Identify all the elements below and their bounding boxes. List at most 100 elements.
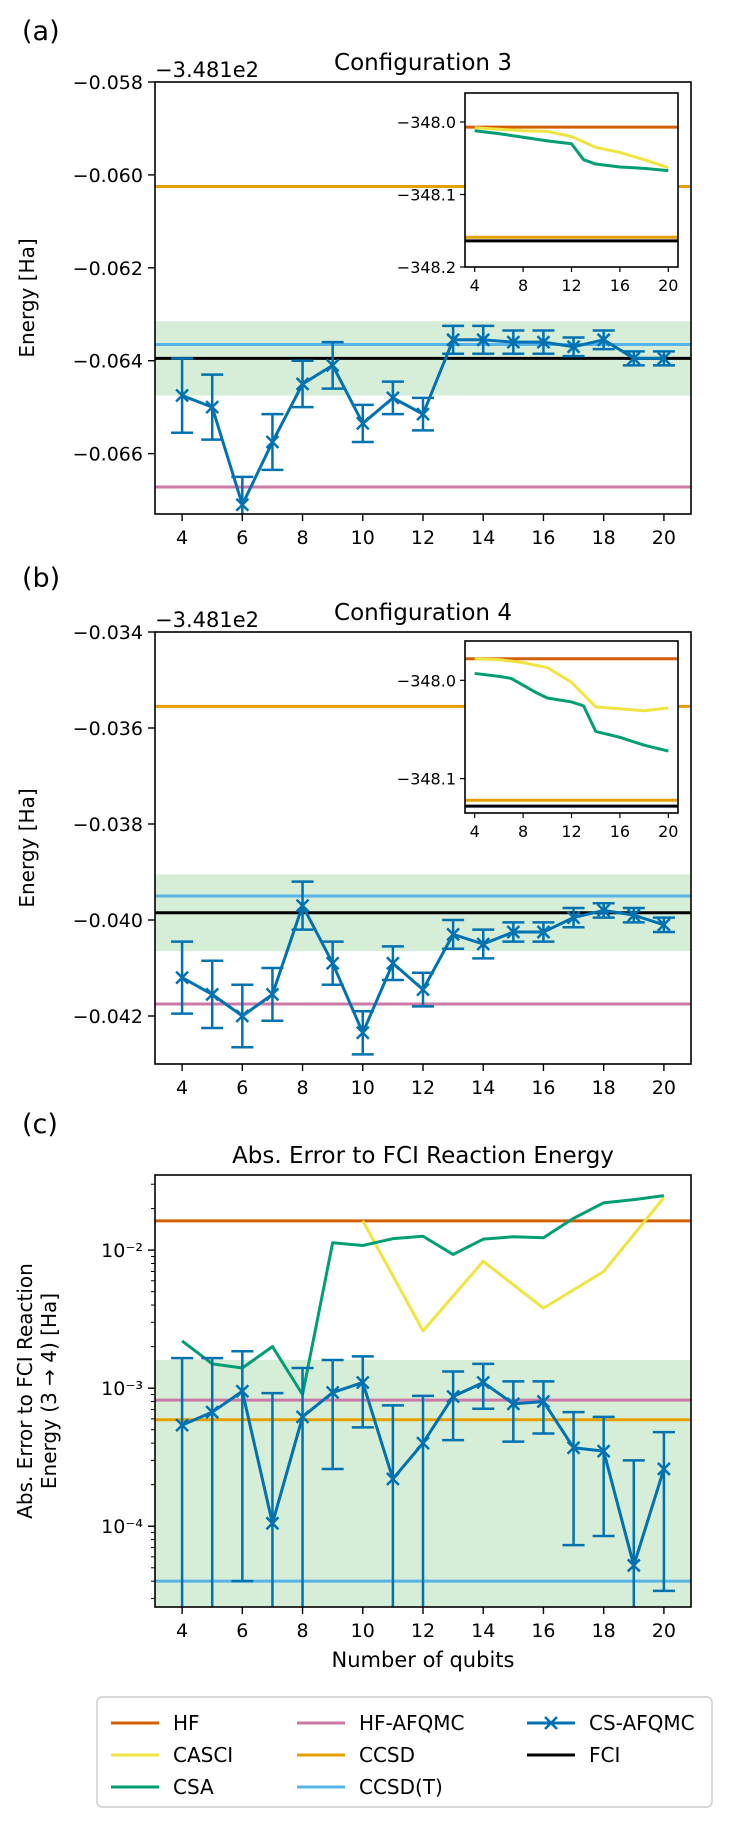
point-marker xyxy=(265,987,280,1002)
x-tick-label: 16 xyxy=(531,1077,555,1099)
panel-letter: (c) xyxy=(22,1109,58,1140)
cs-afqmc-point xyxy=(596,332,611,347)
point-marker xyxy=(355,416,370,431)
point-marker xyxy=(506,335,521,350)
cs-afqmc-point xyxy=(536,925,551,939)
inset-x-tick-label: 16 xyxy=(610,822,630,841)
series-casci-line xyxy=(361,1196,666,1333)
y-axis-label-line1: Abs. Error to FCI Reaction xyxy=(13,1263,37,1519)
legend: HF CASCI CSA HF-AFQMC CCSD CCSD(T) CS-AFQMC FCI xyxy=(96,1696,713,1808)
x-tick-label: 12 xyxy=(411,1077,435,1099)
y-tick-label: 10⁻² xyxy=(101,1240,143,1262)
legend-label: CCSD(T) xyxy=(359,1775,443,1799)
point-marker xyxy=(265,435,280,449)
cs-afqmc-point xyxy=(355,1375,370,1390)
point-marker xyxy=(175,1418,189,1433)
cs-afqmc-point xyxy=(416,982,430,997)
point-marker xyxy=(386,1472,400,1486)
cs-afqmc-point xyxy=(626,908,641,923)
point-marker xyxy=(205,1405,220,1420)
inset-series-casci-line xyxy=(474,126,669,170)
cs-afqmc-point xyxy=(355,416,370,431)
inset-series-csa-line xyxy=(474,129,669,173)
point-marker xyxy=(476,332,491,347)
x-tick-label: 12 xyxy=(411,527,435,549)
y-tick-label: −0.066 xyxy=(73,444,143,466)
point-marker xyxy=(265,1516,280,1531)
legend-item-fci: FCI xyxy=(527,1743,620,1767)
x-tick-label: 12 xyxy=(411,1620,435,1642)
point-marker xyxy=(355,1025,370,1040)
point-marker xyxy=(175,970,189,985)
inset-y-tick-label: −348.0 xyxy=(397,113,456,132)
x-tick-label: 10 xyxy=(351,527,375,549)
x-tick-label: 6 xyxy=(236,1077,248,1099)
panel-letter: (b) xyxy=(22,563,60,594)
cs-afqmc-point xyxy=(446,1389,460,1404)
point-marker xyxy=(657,1462,671,1476)
inset-x-tick-label: 12 xyxy=(561,822,581,841)
x-tick-label: 20 xyxy=(652,1620,676,1642)
x-tick-label: 4 xyxy=(176,1620,188,1642)
y-tick-label: −0.058 xyxy=(73,72,143,94)
inset-y-tick-label: −348.0 xyxy=(397,671,456,690)
x-tick-label: 18 xyxy=(592,1620,616,1642)
cs-afqmc-point xyxy=(325,1385,340,1400)
axis-offset-text: −3.481e2 xyxy=(155,58,259,82)
chart-title: Configuration 3 xyxy=(334,50,512,76)
cs-afqmc-point xyxy=(506,1396,521,1411)
point-marker xyxy=(416,407,430,422)
legend-item-cs-afqmc: CS-AFQMC xyxy=(527,1711,695,1735)
legend-label: CSA xyxy=(173,1775,214,1799)
point-marker xyxy=(295,377,310,391)
plot-area xyxy=(155,704,691,1056)
inset-y-tick-label: −348.1 xyxy=(397,770,456,789)
cs-afqmc-point xyxy=(476,937,491,951)
inset-x-tick-label: 8 xyxy=(518,276,528,295)
x-tick-label: 10 xyxy=(351,1077,375,1099)
panel-3: 4 6 8 10 12 14 16 18 20 10⁻⁴ 10⁻³ 10⁻² (c) Abs. Error… xyxy=(13,1109,692,1672)
inset-y-tick-label: −348.2 xyxy=(397,258,456,277)
legend-item-ccsdt: CCSD(T) xyxy=(297,1775,443,1799)
cs-afqmc-point xyxy=(235,1384,250,1399)
cs-afqmc-point xyxy=(476,1375,491,1390)
point-marker xyxy=(566,1440,581,1455)
cs-afqmc-point xyxy=(506,335,521,350)
legend-item-hf-afqmc: HF-AFQMC xyxy=(297,1711,464,1735)
point-marker xyxy=(416,982,430,997)
x-tick-label: 20 xyxy=(652,527,676,549)
point-marker xyxy=(235,1009,250,1023)
cs-afqmc-point xyxy=(175,388,189,403)
inset-x-tick-label: 16 xyxy=(610,276,630,295)
point-marker xyxy=(596,1444,611,1459)
y-axis-label: Energy [Ha] xyxy=(15,788,39,907)
inset-1: 4 8 12 16 20 −348.0 −348.1 −348.2 xyxy=(397,92,679,295)
inset-series-casci-line xyxy=(474,657,669,713)
point-marker xyxy=(506,925,521,939)
cs-afqmc-point xyxy=(325,956,340,971)
cs-afqmc-point xyxy=(295,1409,310,1424)
point-marker xyxy=(596,332,611,347)
legend-item-csa: CSA xyxy=(111,1775,214,1799)
point-marker xyxy=(476,1375,491,1390)
point-marker xyxy=(355,1375,370,1390)
point-marker xyxy=(626,908,641,923)
cs-afqmc-point xyxy=(566,910,581,925)
point-marker xyxy=(416,1436,430,1450)
legend-label: FCI xyxy=(589,1743,620,1767)
cs-afqmc-point xyxy=(657,351,671,366)
cs-afqmc-point xyxy=(657,1462,671,1476)
legend-label: CS-AFQMC xyxy=(589,1711,695,1735)
x-tick-label: 6 xyxy=(236,1620,248,1642)
cs-afqmc-point xyxy=(386,390,400,405)
cs-afqmc-point xyxy=(295,377,310,391)
point-marker xyxy=(235,1384,250,1399)
chart-title: Configuration 4 xyxy=(334,600,512,626)
legend-item-hf: HF xyxy=(111,1711,200,1735)
cs-afqmc-point xyxy=(205,400,220,415)
cs-afqmc-point xyxy=(175,1418,189,1433)
inset-plot-area xyxy=(465,125,678,243)
cs-afqmc-point xyxy=(355,1025,370,1040)
inset-x-tick-label: 20 xyxy=(658,276,678,295)
inset-2: 4 8 12 16 20 −348.0 −348.1 xyxy=(397,640,679,841)
